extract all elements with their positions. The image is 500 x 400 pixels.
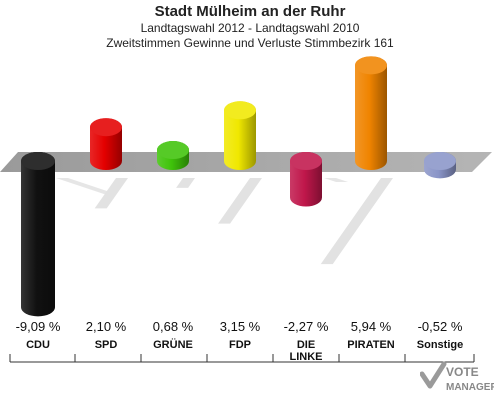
bar-shadow-spd: [94, 178, 128, 209]
bar-cap-gr-ne: [157, 141, 189, 160]
category-label-gr-ne: GRÜNE: [153, 338, 193, 351]
chart-title: Stadt Mülheim an der Ruhr: [154, 3, 346, 20]
bar-fdp: [224, 101, 256, 170]
bar-cap-spd: [90, 118, 122, 137]
logo-word-vote: VOTE: [446, 365, 479, 379]
title-block: Stadt Mülheim an der Ruhr Landtagswahl 2…: [0, 3, 500, 51]
bar-cap-fdp: [224, 101, 256, 120]
logo-word-manager: MANAGER: [446, 382, 494, 393]
category-label-cdu: CDU: [26, 339, 50, 351]
bar-shadow-gr-ne: [176, 178, 195, 188]
bar-body-piraten: [355, 56, 387, 170]
value-label-piraten: 5,94 %: [351, 319, 392, 334]
value-label-die-linke: -2,27 %: [284, 319, 329, 334]
bar-cap-die-linke: [290, 152, 322, 170]
bar-cap-sonstige: [424, 152, 456, 170]
bar-cdu: [21, 152, 55, 317]
value-label-fdp: 3,15 %: [220, 319, 261, 334]
category-label-fdp: FDP: [229, 339, 251, 351]
value-label-spd: 2,10 %: [86, 319, 127, 334]
category-label-sonstige: Sonstige: [417, 339, 463, 351]
bar-shadow-fdp: [218, 178, 262, 224]
value-label-sonstige: -0,52 %: [418, 319, 463, 334]
bar-gr-ne: [157, 141, 189, 170]
value-label-gr-ne: 0,68 %: [153, 319, 194, 334]
bar-shadow-cdu: [56, 178, 117, 195]
bar-sonstige: [424, 152, 456, 179]
category-label-piraten: PIRATEN: [347, 339, 395, 351]
bar-body-cdu: [21, 152, 55, 317]
bar-cap-cdu: [21, 152, 55, 170]
bar-cap-piraten: [355, 56, 387, 75]
bar-shadow-die-linke: [324, 178, 349, 183]
chart-subtitle: Landtagswahl 2012 - Landtagswahl 2010: [140, 21, 360, 35]
bar-spd: [90, 118, 122, 170]
value-label-cdu: -9,09 %: [16, 319, 61, 334]
bar-shadow-piraten: [320, 178, 393, 265]
bar-piraten: [355, 56, 387, 170]
vote-manager-logo: VOTE MANAGER: [420, 361, 494, 393]
category-label-spd: SPD: [95, 339, 118, 351]
category-label-die-linke: DIE LINKE: [290, 339, 323, 363]
chart-subtitle-2: Zweitstimmen Gewinne und Verluste Stimmb…: [106, 36, 394, 50]
check-icon: [420, 361, 447, 389]
bar-die-linke: [290, 152, 322, 207]
bar-body-fdp: [224, 101, 256, 170]
